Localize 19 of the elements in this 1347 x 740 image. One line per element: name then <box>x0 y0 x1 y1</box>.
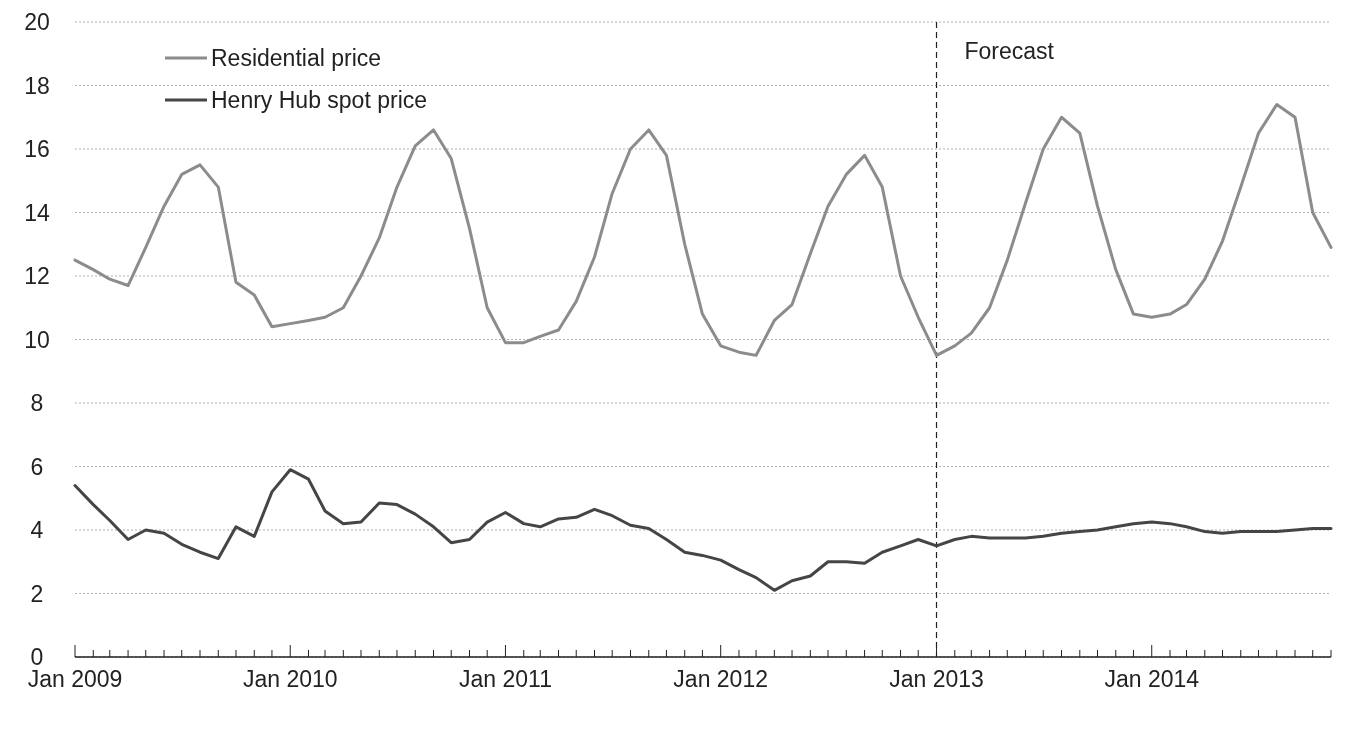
legend-label: Henry Hub spot price <box>211 87 428 114</box>
x-tick-label: Jan 2010 <box>242 666 338 692</box>
y-tick-label: 4 <box>30 517 44 544</box>
y-tick-label: 8 <box>30 390 44 417</box>
x-tick-label: Jan 2011 <box>458 666 552 692</box>
y-tick-label: 16 <box>24 136 50 163</box>
ref-line-label: Forecast <box>964 38 1055 64</box>
y-tick-label: 6 <box>30 453 44 480</box>
x-tick-label: Jan 2014 <box>1104 666 1200 692</box>
x-tick-label: Jan 2013 <box>889 666 984 692</box>
y-tick-label: 14 <box>24 199 50 226</box>
line-series <box>73 468 1333 592</box>
y-tick-label: 2 <box>30 580 44 607</box>
legend-label: Residential price <box>211 45 382 72</box>
y-tick-label: 20 <box>24 9 50 36</box>
x-tick-label: Jan 2012 <box>673 666 769 692</box>
y-tick-label: 12 <box>24 263 50 290</box>
y-tick-label: 18 <box>24 72 50 99</box>
y-tick-label: 10 <box>24 326 50 353</box>
